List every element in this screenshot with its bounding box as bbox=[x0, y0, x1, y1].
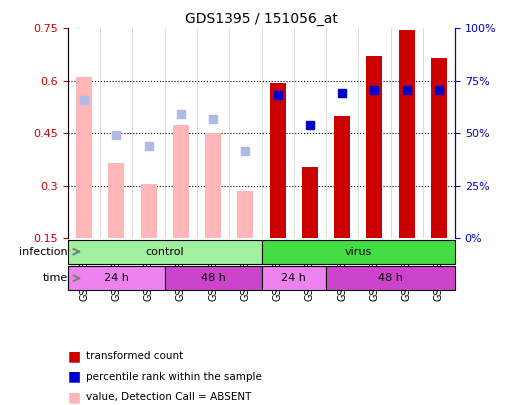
Bar bbox=[334, 116, 350, 239]
FancyBboxPatch shape bbox=[68, 266, 165, 290]
Text: transformed count: transformed count bbox=[86, 352, 184, 361]
Title: GDS1395 / 151056_at: GDS1395 / 151056_at bbox=[185, 12, 338, 26]
Bar bbox=[237, 191, 254, 239]
FancyBboxPatch shape bbox=[68, 240, 262, 264]
Bar bbox=[302, 166, 318, 239]
Text: control: control bbox=[145, 247, 184, 257]
Text: 24 h: 24 h bbox=[281, 273, 306, 283]
FancyBboxPatch shape bbox=[262, 240, 455, 264]
Bar bbox=[205, 133, 221, 239]
Text: 48 h: 48 h bbox=[378, 273, 403, 283]
Bar bbox=[173, 125, 189, 239]
Bar bbox=[399, 30, 415, 239]
Bar bbox=[431, 58, 447, 239]
Bar bbox=[366, 56, 382, 239]
Text: virus: virus bbox=[345, 247, 372, 257]
Text: infection: infection bbox=[19, 247, 68, 257]
Text: ■: ■ bbox=[68, 350, 81, 363]
Bar bbox=[76, 77, 92, 239]
Text: value, Detection Call = ABSENT: value, Detection Call = ABSENT bbox=[86, 392, 252, 402]
Text: ■: ■ bbox=[68, 390, 81, 404]
Bar bbox=[141, 184, 157, 239]
Text: ■: ■ bbox=[68, 370, 81, 384]
FancyBboxPatch shape bbox=[165, 266, 262, 290]
Bar bbox=[108, 163, 124, 239]
Text: 48 h: 48 h bbox=[201, 273, 225, 283]
Bar bbox=[269, 83, 286, 239]
Text: percentile rank within the sample: percentile rank within the sample bbox=[86, 372, 262, 382]
Text: time: time bbox=[43, 273, 68, 283]
FancyBboxPatch shape bbox=[326, 266, 455, 290]
Text: 24 h: 24 h bbox=[104, 273, 129, 283]
FancyBboxPatch shape bbox=[262, 266, 326, 290]
